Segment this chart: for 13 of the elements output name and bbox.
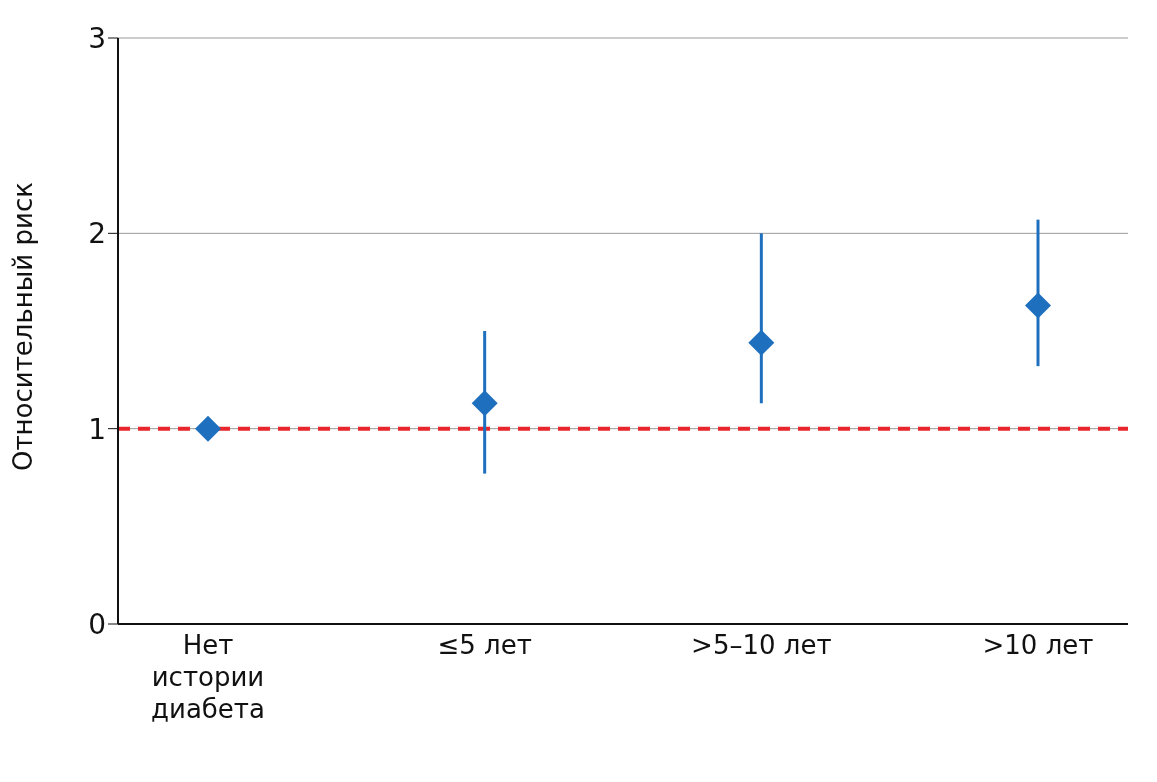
point	[748, 329, 775, 356]
y-tick-label: 0	[88, 607, 106, 641]
y-tick-label: 2	[88, 217, 106, 251]
point	[471, 390, 498, 417]
x-tick-label: Нет истории диабета	[151, 630, 265, 724]
y-tick-label: 3	[88, 21, 106, 55]
x-tick-label: ≤5 лет	[437, 630, 532, 660]
point	[195, 415, 221, 442]
point	[1025, 292, 1051, 319]
x-tick-label: >5–10 лет	[691, 630, 832, 660]
y-tick-label: 1	[88, 412, 106, 446]
y-axis-title: Относительный риск	[8, 182, 39, 471]
x-tick-label: >10 лет	[982, 630, 1094, 660]
